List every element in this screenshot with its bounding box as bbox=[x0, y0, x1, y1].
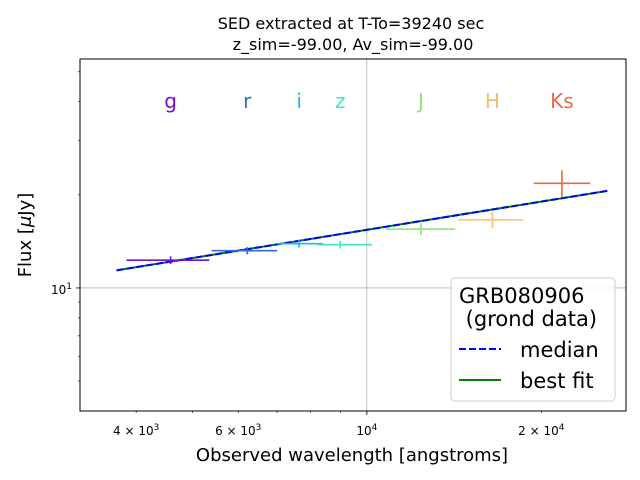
y-tick-label-base: 10 bbox=[51, 283, 66, 297]
legend-frame bbox=[450, 277, 616, 402]
x-tick-label-exponent: 3 bbox=[256, 423, 262, 433]
legend: GRB080906 (grond data) median best fit bbox=[450, 277, 616, 402]
x-tick-label: 104 bbox=[356, 423, 377, 438]
x-tick-label-base: 2 × 10 bbox=[518, 424, 559, 438]
band-label-z: z bbox=[335, 89, 346, 113]
chart-title-line1: SED extracted at T-To=39240 sec bbox=[218, 14, 485, 33]
x-tick-label-exponent: 4 bbox=[372, 423, 378, 433]
band-labels: g r i z J H Ks bbox=[164, 89, 573, 113]
band-label-H: H bbox=[485, 89, 500, 113]
band-label-i: i bbox=[296, 89, 302, 113]
x-tick-label-exponent: 3 bbox=[154, 423, 160, 433]
legend-bestfit-label: best fit bbox=[520, 369, 594, 393]
y-axis-label: Flux [μJy] bbox=[15, 193, 36, 278]
band-label-J: J bbox=[416, 89, 424, 113]
x-tick-label-base: 6 × 10 bbox=[215, 424, 256, 438]
x-tick-label: 2 × 104 bbox=[518, 423, 565, 438]
photometry-points bbox=[126, 170, 591, 265]
y-tick-label-exponent: 1 bbox=[66, 282, 72, 292]
y-tick-label: 101 bbox=[51, 282, 72, 297]
y-axis-label-suffix: Jy] bbox=[15, 193, 36, 217]
axes-frame bbox=[79, 58, 627, 412]
x-tick-label-base: 4 × 10 bbox=[113, 424, 154, 438]
x-axis-label: Observed wavelength [angstroms] bbox=[196, 445, 508, 466]
legend-median-label: median bbox=[520, 338, 599, 362]
legend-title-line1: GRB080906 bbox=[459, 284, 584, 308]
x-tick-label-base: 10 bbox=[356, 424, 371, 438]
band-label-g: g bbox=[164, 89, 177, 113]
x-tick-label-exponent: 4 bbox=[559, 423, 565, 433]
y-axis-label-mu: μ bbox=[15, 216, 36, 228]
y-axis-label-prefix: Flux [ bbox=[15, 227, 36, 277]
chart-title-line2: z_sim=-99.00, Av_sim=-99.00 bbox=[233, 35, 474, 55]
median-line bbox=[116, 189, 608, 272]
model-lines bbox=[116, 189, 608, 272]
x-tick-label: 4 × 103 bbox=[113, 423, 159, 438]
band-label-Ks: Ks bbox=[550, 89, 574, 113]
x-tick-label: 6 × 103 bbox=[215, 423, 261, 438]
band-label-r: r bbox=[243, 89, 252, 113]
legend-title-line2: (grond data) bbox=[459, 307, 597, 331]
